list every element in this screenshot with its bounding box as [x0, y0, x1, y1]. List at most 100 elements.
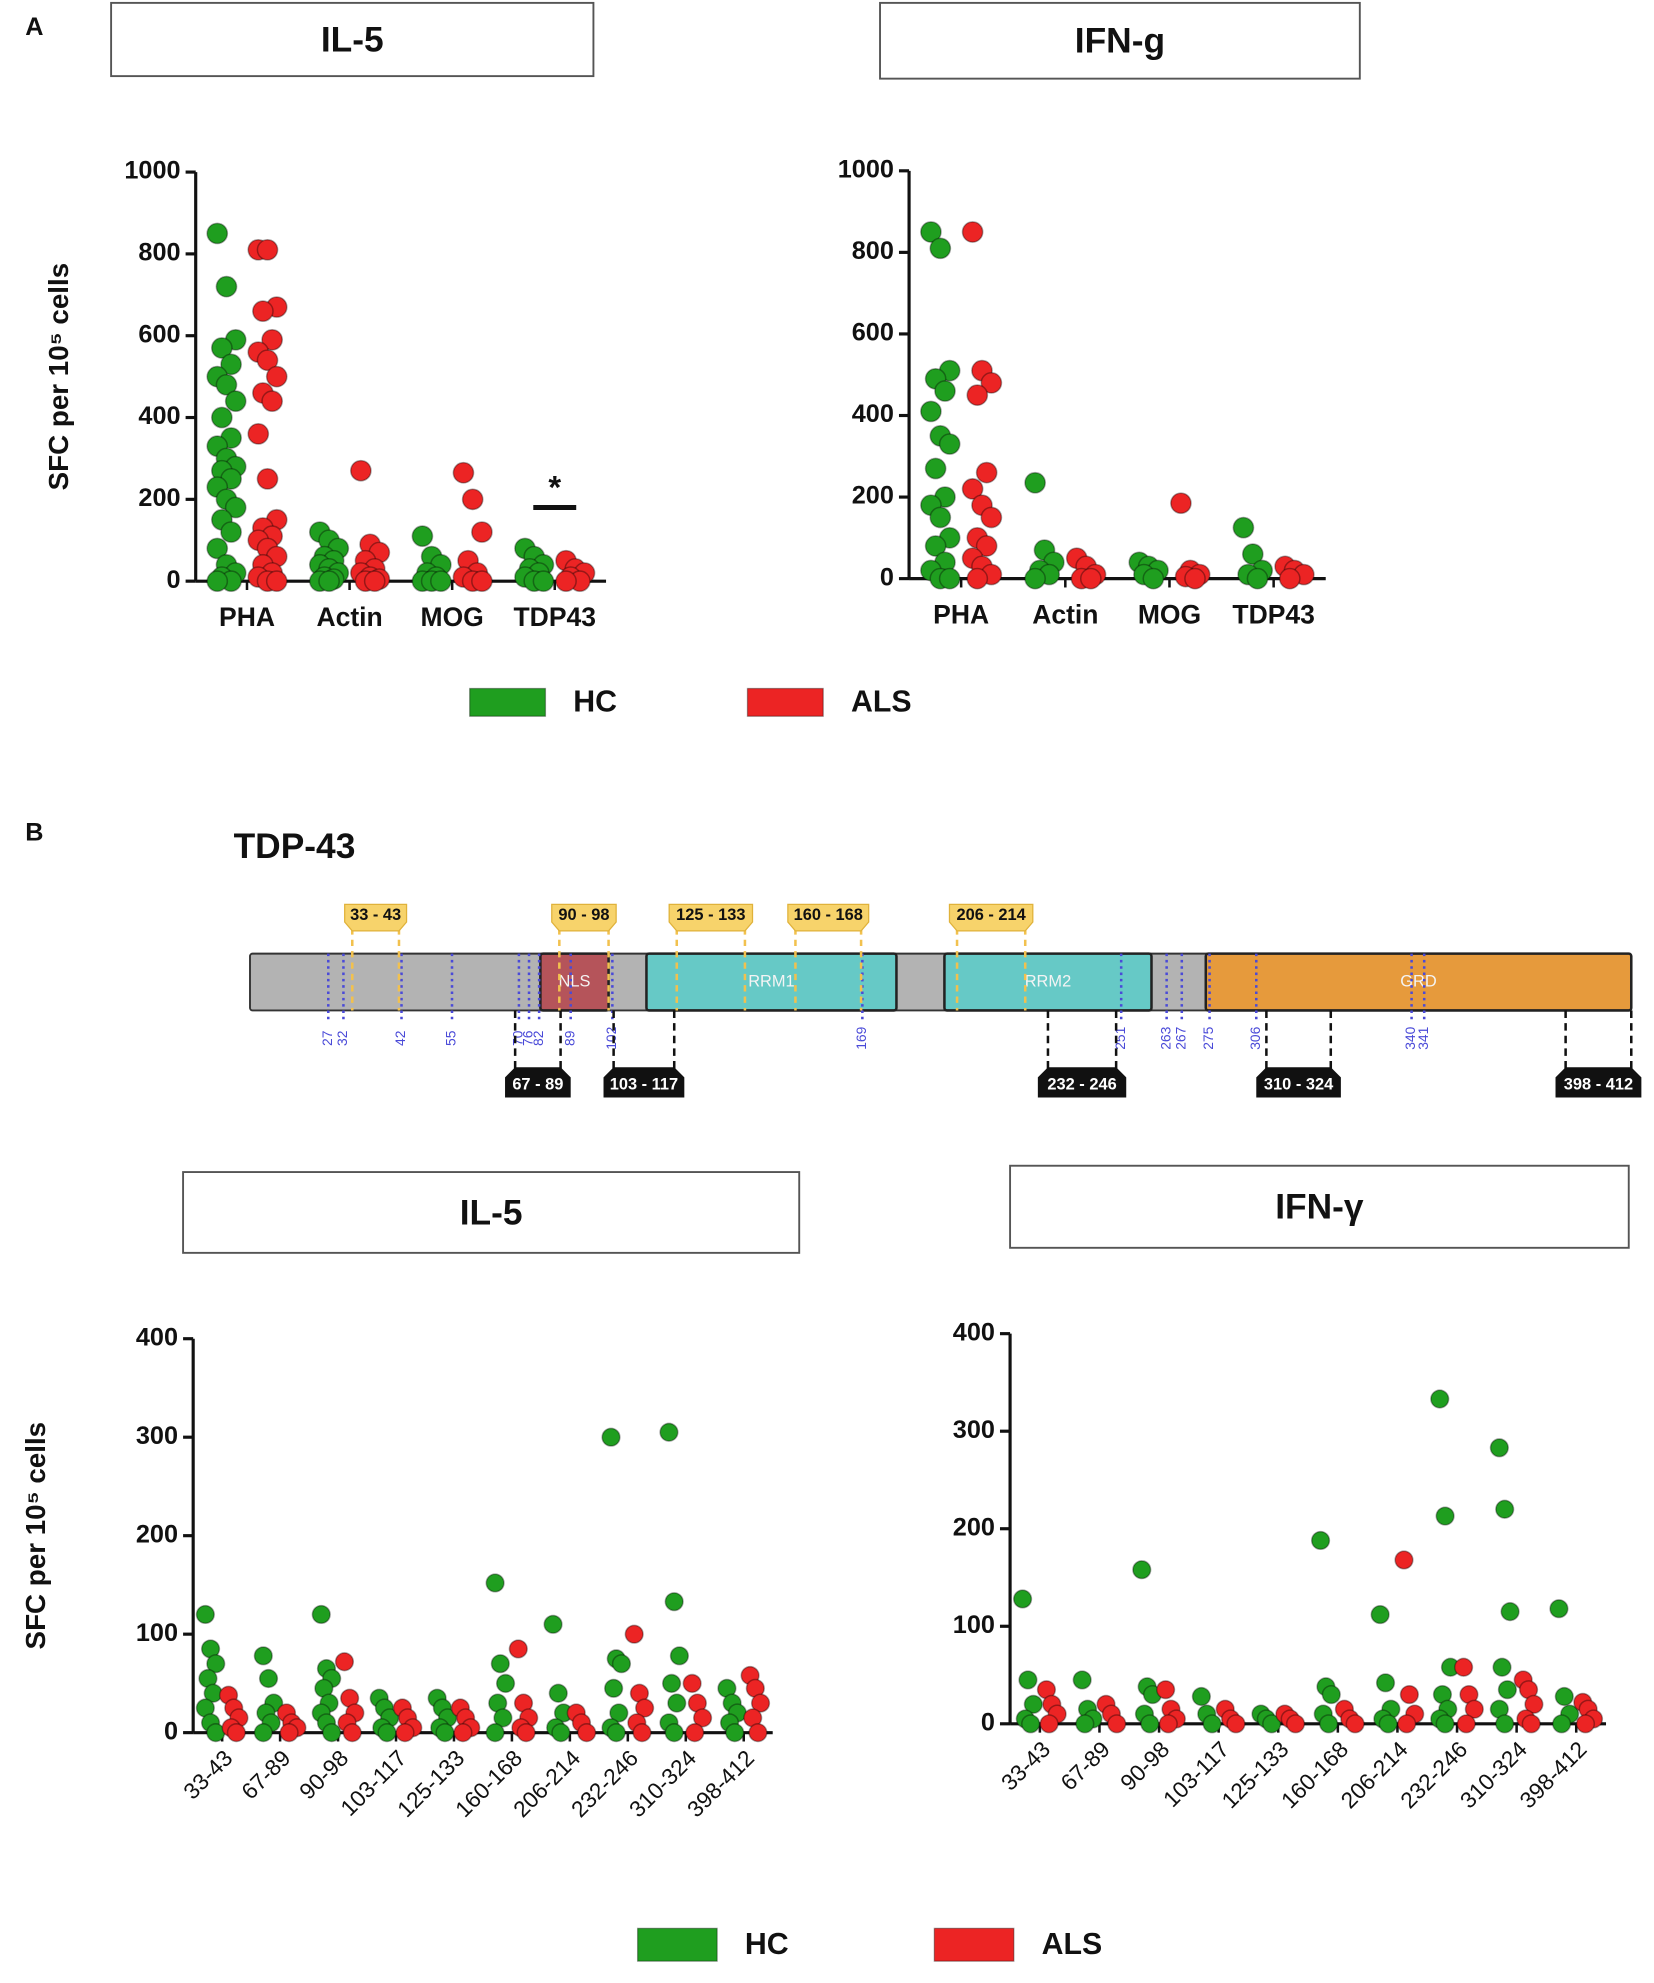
data-point: [920, 400, 942, 423]
data-point: [635, 1698, 655, 1718]
data-point: [206, 222, 229, 245]
data-point: [1397, 1714, 1417, 1734]
position-label: 32: [334, 1030, 350, 1046]
data-point: [1495, 1714, 1515, 1734]
data-point: [322, 1723, 342, 1743]
data-point: [471, 570, 493, 593]
data-point: [1021, 1714, 1041, 1734]
data-point: [247, 423, 270, 445]
data-point: [1524, 1694, 1544, 1714]
epitope-label: 103 - 117: [610, 1075, 678, 1093]
data-point: [543, 1614, 563, 1634]
data-point: [253, 1646, 273, 1666]
y-tick-label: 0: [981, 1708, 995, 1736]
data-point: [1492, 1657, 1512, 1677]
data-point: [1399, 1684, 1419, 1705]
data-point: [725, 1723, 745, 1743]
data-point: [624, 1624, 644, 1644]
data-point: [1285, 1714, 1306, 1734]
data-point: [1310, 1530, 1331, 1551]
data-point: [1319, 1714, 1339, 1734]
position-label: 42: [392, 1030, 408, 1046]
y-axis-label: SFC per 10⁵ cells: [43, 263, 74, 491]
data-point: [220, 353, 242, 376]
data-point: [508, 1639, 528, 1659]
data-point: [1241, 543, 1264, 566]
data-point: [1554, 1686, 1574, 1707]
data-point: [211, 337, 233, 359]
data-point: [485, 1573, 505, 1593]
y-tick-label: 200: [852, 482, 894, 510]
data-point: [685, 1723, 705, 1743]
epitope-tag: [551, 903, 617, 932]
legend-label: HC: [573, 686, 617, 719]
x-tick-label: Actin: [316, 602, 382, 632]
data-point: [211, 406, 233, 429]
title-box: [110, 1, 595, 78]
data-point: [669, 1646, 689, 1666]
position-label: 341: [1415, 1026, 1431, 1049]
x-tick-label: TDP43: [514, 602, 596, 632]
chart-title: IFN-g: [1075, 22, 1165, 61]
diagram-title: TDP-43: [234, 827, 356, 866]
data-point: [252, 300, 274, 323]
data-point: [516, 1723, 536, 1743]
data-point: [1024, 567, 1046, 590]
epitope-label: 398 - 412: [1564, 1075, 1633, 1093]
data-point: [493, 1708, 513, 1728]
data-point: [548, 1683, 568, 1703]
data-point: [1226, 1714, 1246, 1734]
data-point: [664, 1723, 684, 1743]
x-tick-label: MOG: [421, 602, 484, 632]
data-point: [555, 570, 577, 593]
data-point: [334, 1652, 355, 1672]
x-tick-label: 33-43: [996, 1736, 1055, 1795]
y-tick-label: 600: [138, 320, 180, 348]
chart-title: IL-5: [460, 1193, 523, 1232]
data-point: [980, 506, 1003, 529]
y-tick-label: 400: [138, 402, 180, 430]
data-point: [195, 1604, 215, 1625]
position-label: 76: [520, 1030, 536, 1046]
position-label: 27: [319, 1030, 335, 1046]
position-label: 251: [1112, 1026, 1128, 1049]
data-point: [682, 1673, 702, 1693]
y-tick-label: 0: [164, 1717, 178, 1745]
data-point: [1495, 1499, 1515, 1519]
data-point: [1500, 1602, 1520, 1622]
domain-label: RRM2: [1025, 972, 1072, 990]
epitope-label: 67 - 89: [512, 1075, 563, 1093]
position-label: 169: [853, 1026, 869, 1049]
epitope-tag: [948, 903, 1034, 932]
data-point: [265, 570, 288, 593]
data-point: [453, 1723, 473, 1743]
data-point: [929, 506, 952, 529]
data-point: [1575, 1714, 1596, 1734]
data-point: [1156, 1680, 1176, 1700]
data-point: [258, 1668, 279, 1689]
title-box: [1009, 1164, 1630, 1249]
data-point: [966, 384, 989, 406]
data-point: [256, 238, 279, 261]
epitope-tag: [505, 1067, 571, 1098]
data-point: [1456, 1714, 1476, 1734]
data-point: [606, 1723, 626, 1743]
data-point: [966, 567, 989, 590]
data-point: [1140, 1714, 1160, 1734]
data-point: [279, 1723, 299, 1743]
data-point: [929, 237, 952, 260]
data-point: [435, 1723, 455, 1743]
data-point: [1262, 1714, 1282, 1734]
x-tick-label: 67-89: [236, 1745, 295, 1804]
data-point: [206, 570, 229, 593]
position-label: 267: [1172, 1026, 1188, 1049]
epitope-label: 90 - 98: [558, 906, 609, 924]
data-point: [485, 1723, 505, 1743]
data-point: [215, 373, 238, 396]
data-point: [632, 1723, 652, 1743]
data-point: [975, 535, 998, 557]
data-point: [490, 1654, 510, 1674]
data-point: [265, 365, 288, 388]
data-point: [667, 1693, 687, 1713]
data-point: [1370, 1604, 1390, 1625]
